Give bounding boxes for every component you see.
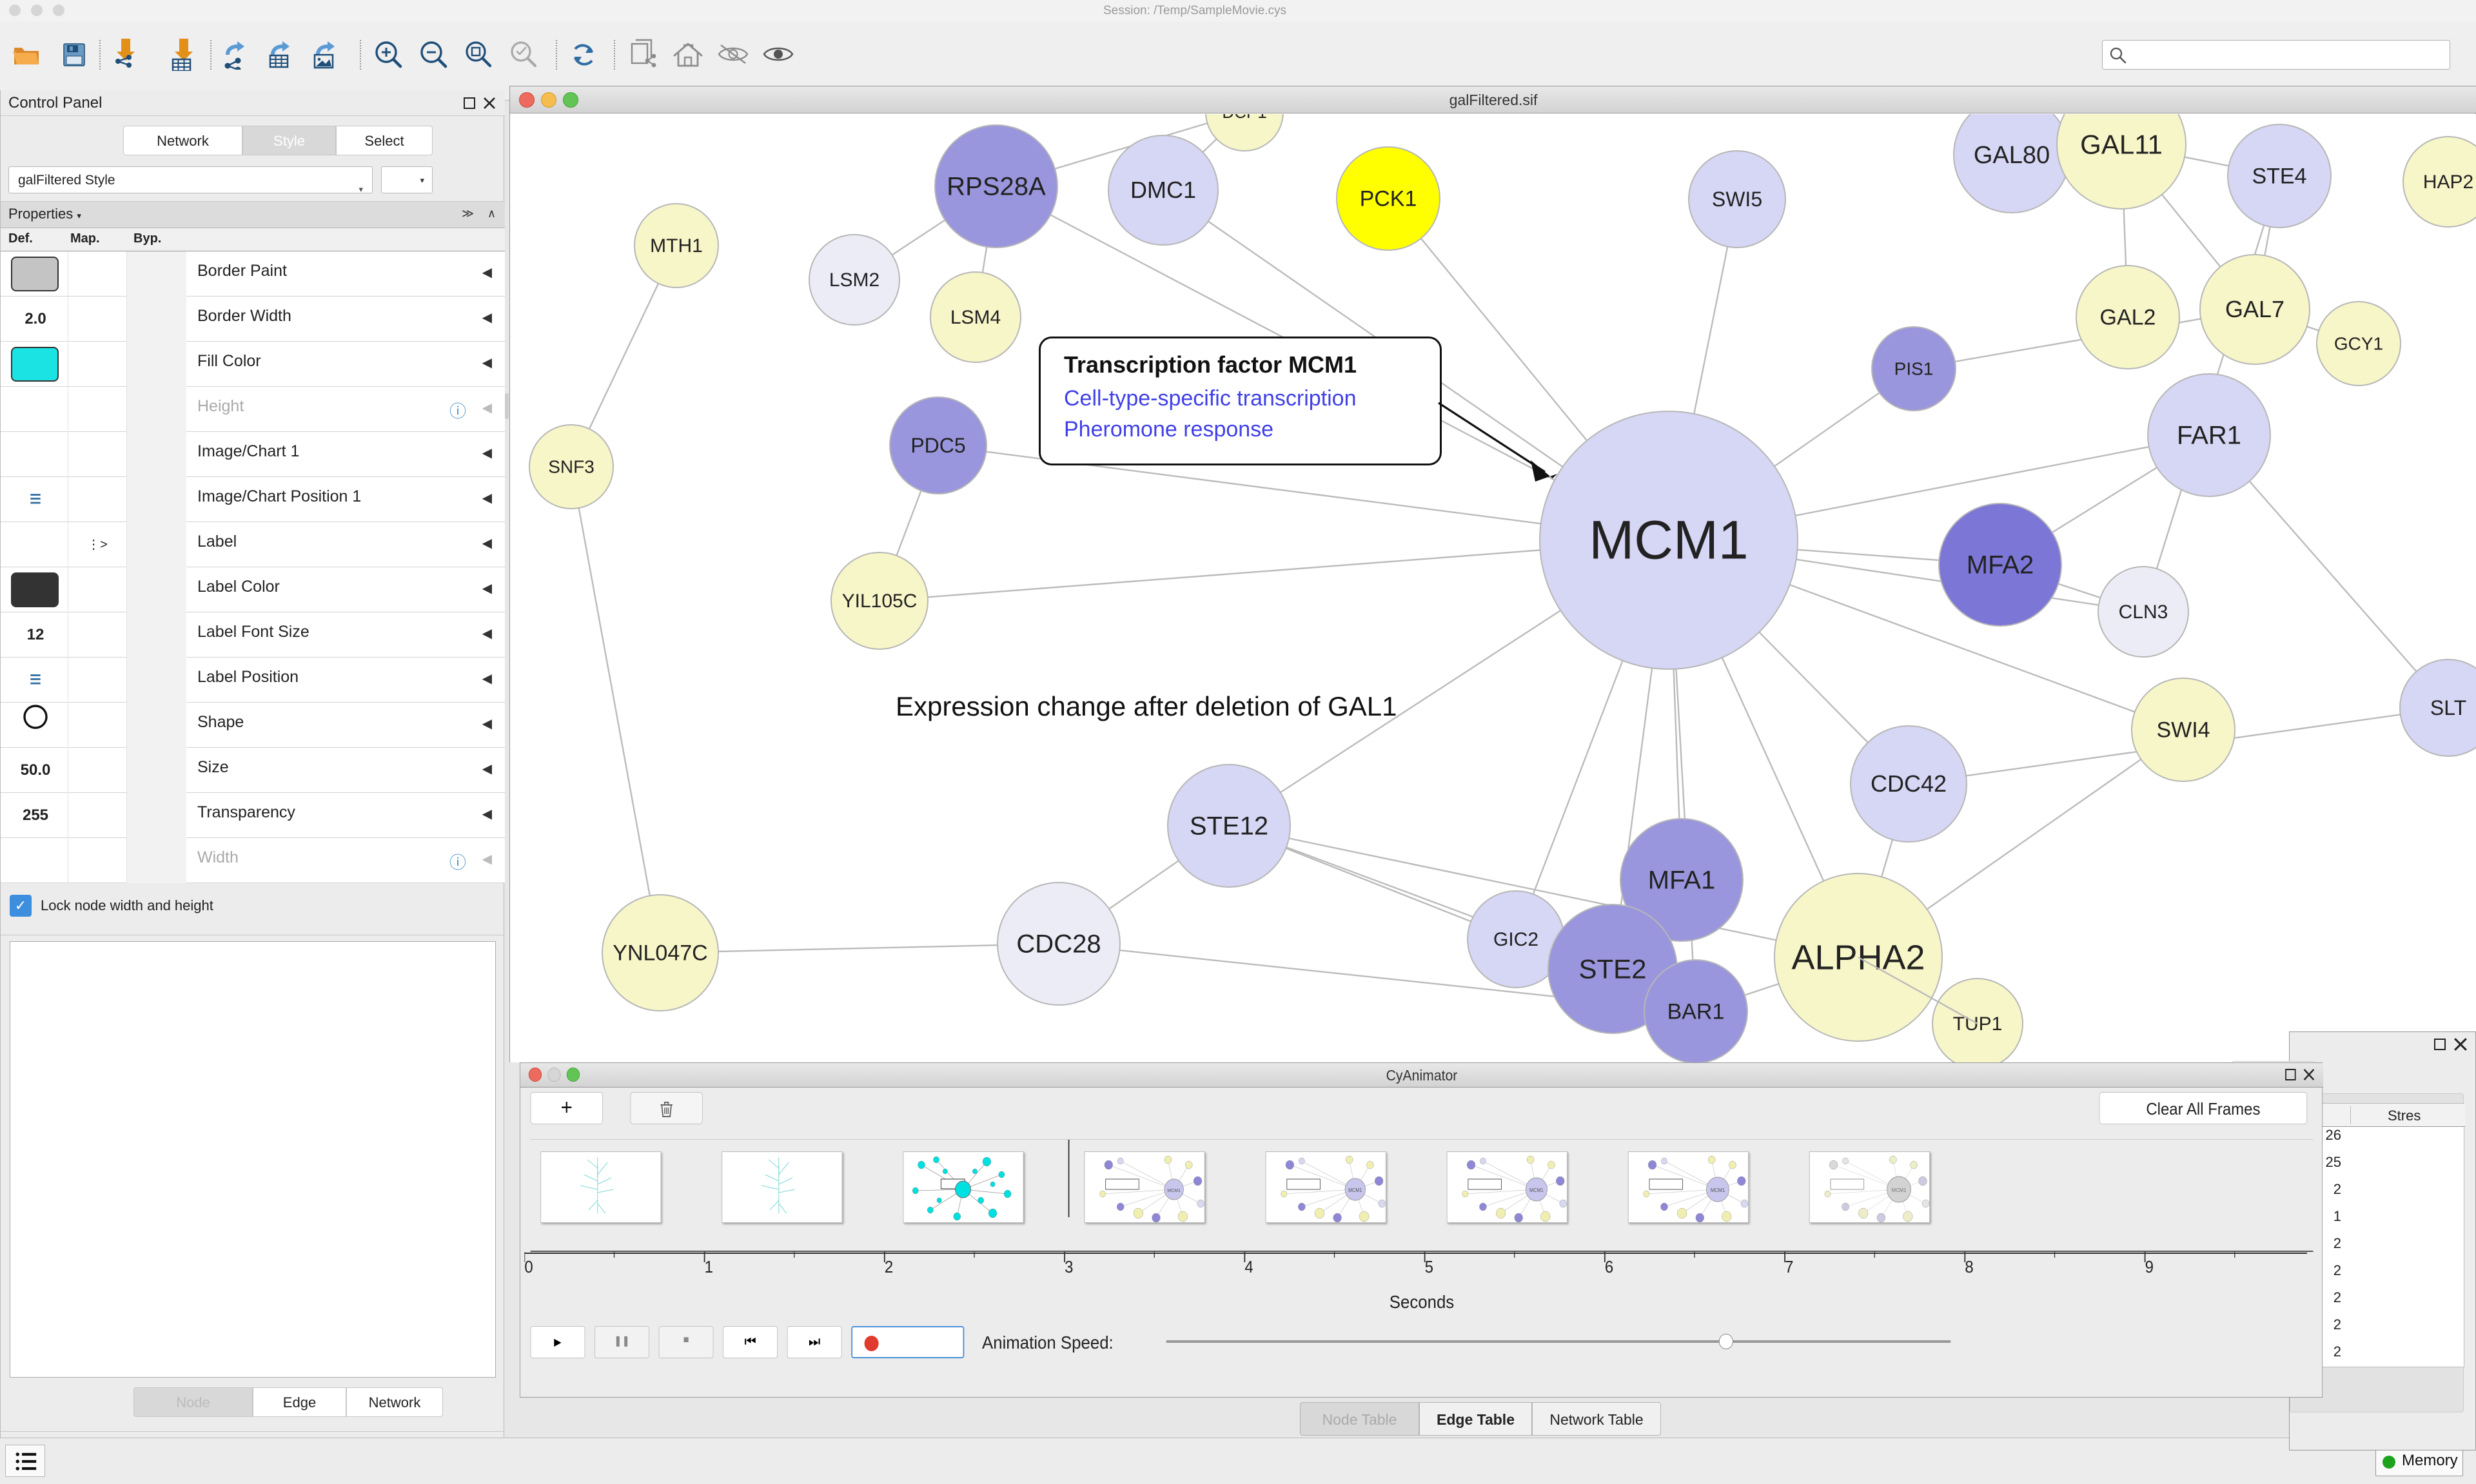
svg-text:GAL11: GAL11: [2080, 129, 2163, 159]
svg-text:STE2: STE2: [1578, 953, 1646, 984]
svg-text:SWI5: SWI5: [1712, 188, 1762, 211]
svg-text:MCM1: MCM1: [1529, 1187, 1544, 1193]
svg-text:LSM4: LSM4: [950, 307, 1001, 328]
svg-text:GAL7: GAL7: [2225, 296, 2284, 322]
svg-text:GCY1: GCY1: [2334, 334, 2383, 354]
svg-text:CLN3: CLN3: [2119, 601, 2168, 623]
svg-text:MCM1: MCM1: [1589, 510, 1748, 571]
svg-text:GAL80: GAL80: [1974, 142, 2050, 169]
svg-text:SWI4: SWI4: [2156, 718, 2210, 743]
svg-text:HAP2: HAP2: [2423, 171, 2473, 193]
svg-text:SNF3: SNF3: [548, 457, 594, 477]
svg-text:SLT: SLT: [2430, 696, 2466, 719]
svg-text:CDC28: CDC28: [1016, 930, 1101, 959]
svg-text:CDC42: CDC42: [1871, 770, 1947, 797]
svg-text:YIL105C: YIL105C: [842, 591, 918, 612]
svg-text:TUP1: TUP1: [1953, 1013, 2003, 1035]
svg-text:YNL047C: YNL047C: [613, 941, 707, 966]
svg-text:STE12: STE12: [1190, 812, 1268, 841]
svg-text:RPS28A: RPS28A: [947, 173, 1046, 201]
svg-text:STE4: STE4: [2252, 164, 2306, 189]
svg-text:MCM1: MCM1: [1167, 1187, 1181, 1193]
svg-text:FAR1: FAR1: [2177, 422, 2241, 450]
svg-text:PIS1: PIS1: [1894, 359, 1934, 379]
svg-text:PCK1: PCK1: [1360, 187, 1417, 211]
svg-text:MCM1: MCM1: [1348, 1187, 1362, 1193]
svg-text:MCM1: MCM1: [1711, 1187, 1725, 1193]
svg-text:GAL2: GAL2: [2100, 306, 2156, 330]
svg-text:GIC2: GIC2: [1493, 929, 1538, 950]
svg-text:MFA2: MFA2: [1967, 551, 2034, 580]
svg-text:MTH1: MTH1: [650, 235, 703, 257]
svg-text:LSM2: LSM2: [829, 269, 879, 291]
svg-text:BAR1: BAR1: [1667, 1000, 1725, 1024]
svg-text:MCM1: MCM1: [1892, 1187, 1907, 1193]
svg-text:MFA1: MFA1: [1648, 866, 1715, 895]
svg-text:DCP1: DCP1: [1222, 114, 1266, 122]
svg-text:PDC5: PDC5: [910, 434, 965, 457]
svg-text:DMC1: DMC1: [1130, 177, 1196, 203]
